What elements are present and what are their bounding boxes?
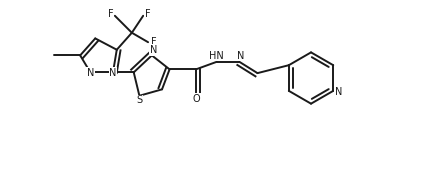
- Text: F: F: [108, 9, 113, 19]
- Text: N: N: [109, 68, 117, 78]
- Text: F: F: [150, 37, 156, 47]
- Text: N: N: [149, 45, 157, 55]
- Text: N: N: [335, 87, 342, 97]
- Text: N: N: [87, 68, 94, 78]
- Text: HN: HN: [209, 51, 224, 61]
- Text: O: O: [193, 94, 200, 104]
- Text: S: S: [136, 95, 142, 105]
- Text: F: F: [145, 9, 150, 19]
- Text: N: N: [237, 51, 244, 61]
